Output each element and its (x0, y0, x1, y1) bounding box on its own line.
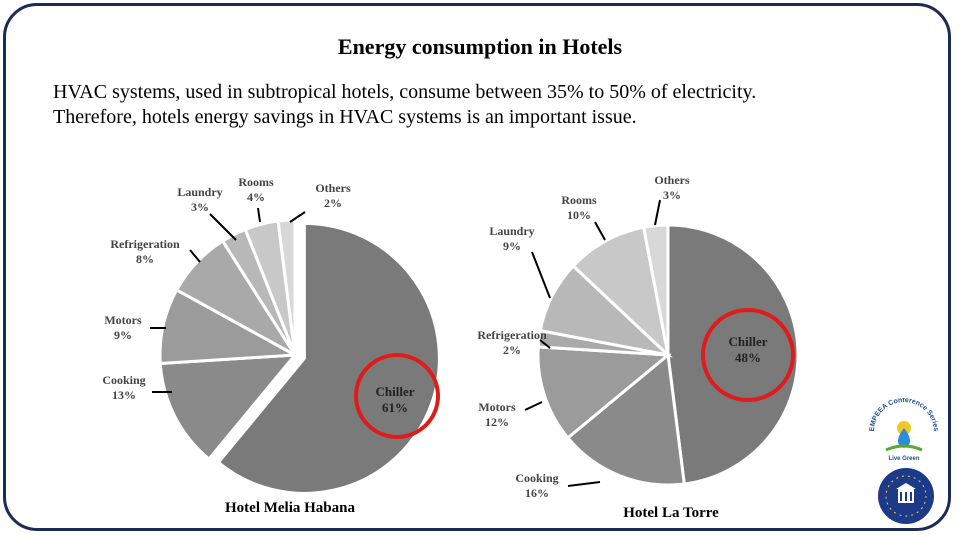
slice-value-cooking: 13% (112, 388, 136, 402)
slice-name-others: Others (315, 181, 351, 195)
pie-title: Hotel La Torre (623, 505, 719, 521)
slide-body: HVAC systems, used in subtropical hotels… (53, 80, 933, 130)
water-drop-icon (898, 428, 910, 448)
slice-name-cooking: Cooking (515, 471, 558, 485)
slice-name-motors: Motors (104, 313, 142, 327)
leader-line-refrigeration (539, 339, 551, 349)
pie-slice-chiller (666, 223, 800, 486)
slice-value-rooms: 10% (567, 208, 591, 222)
pie-slice-others (276, 218, 297, 356)
leader-line-laundry (531, 251, 551, 299)
body-line-2: Therefore, hotels energy savings in HVAC… (53, 106, 637, 128)
highlight-circle (701, 308, 795, 402)
leader-line-rooms (257, 207, 261, 223)
leader-line-cooking (567, 481, 601, 487)
slice-value-others: 2% (324, 196, 342, 210)
pie-title: Hotel Melia Habana (225, 500, 355, 516)
slice-value-laundry: 9% (503, 239, 521, 253)
slide-frame (3, 3, 951, 531)
slice-name-refrigeration: Refrigeration (110, 237, 180, 251)
slice-name-motors: Motors (478, 400, 516, 414)
pie-slice-motors (536, 345, 672, 440)
highlight-circle (354, 353, 440, 439)
leader-line-others (289, 211, 306, 223)
pie-slice-chiller (216, 221, 441, 495)
slice-value-laundry: 3% (191, 200, 209, 214)
slice-value-cooking: 16% (525, 486, 549, 500)
leader-line-motors (524, 401, 543, 411)
slice-value-motors: 12% (485, 415, 509, 429)
leader-line-others (654, 199, 661, 226)
slice-name-rooms: Rooms (238, 175, 274, 189)
conference-logo: EMPEEA Conference Series Live Green (869, 398, 939, 462)
body-line-1: HVAC systems, used in subtropical hotels… (53, 81, 757, 103)
leader-line-refrigeration (189, 249, 201, 263)
pie-slice-cooking (565, 352, 686, 487)
slice-name-cooking: Cooking (102, 373, 145, 387)
leader-line-laundry (209, 213, 237, 241)
slice-name-laundry: Laundry (489, 224, 534, 238)
slice-name-rooms: Rooms (561, 193, 597, 207)
slice-name-chiller: Chiller (376, 384, 415, 399)
slice-value-chiller: 61% (382, 400, 408, 415)
slice-value-chiller: 48% (735, 350, 761, 365)
slice-value-refrigeration: 2% (503, 343, 521, 357)
slice-value-others: 3% (663, 188, 681, 202)
slice-name-laundry: Laundry (177, 185, 222, 199)
pie-slice-rooms (571, 225, 671, 360)
slice-name-refrigeration: Refrigeration (477, 328, 547, 342)
slice-value-refrigeration: 8% (136, 252, 154, 266)
slice-value-motors: 9% (114, 328, 132, 342)
slice-name-chiller: Chiller (729, 334, 768, 349)
leader-line-rooms (594, 221, 606, 241)
eu-emblem-icon (878, 468, 934, 524)
tagline-text: Live Green (888, 456, 919, 462)
pie-slice-others (641, 223, 670, 356)
pie-slice-cooking (158, 353, 299, 462)
slice-name-others: Others (654, 173, 690, 187)
slice-value-rooms: 4% (247, 190, 265, 204)
slide-title: Energy consumption in Hotels (337, 34, 623, 59)
